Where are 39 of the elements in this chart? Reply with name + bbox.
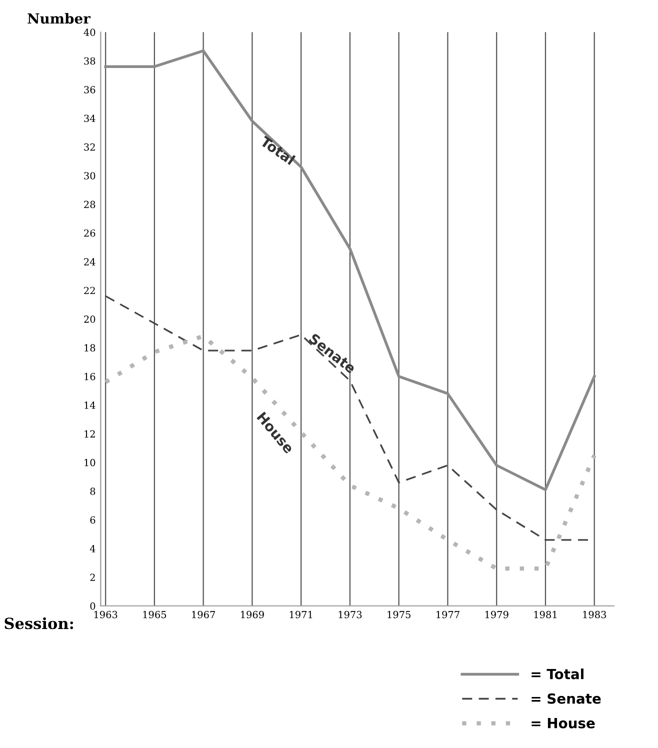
y-tick-label: 18: [84, 344, 96, 352]
y-tick-label: 14: [84, 402, 96, 409]
y-tick-label: 24: [84, 258, 96, 266]
y-tick-label: 20: [84, 316, 96, 323]
x-tick-label: 1963: [94, 610, 118, 618]
y-tick-label: 10: [84, 458, 96, 466]
y-tick-label: 0: [90, 602, 96, 610]
y-tick-label: 22: [84, 286, 95, 294]
line-series: [104, 49, 596, 492]
y-tick-label: 4: [90, 544, 96, 552]
y-tick-label: 30: [84, 172, 96, 180]
y-tick-label: 12: [84, 430, 95, 438]
y-tick-label: 36: [84, 86, 96, 94]
x-tick-label: 1979: [485, 610, 508, 618]
legend-label: = Total: [532, 668, 584, 680]
y-tick-label: 38: [84, 57, 96, 65]
y-tick-label: 40: [84, 28, 96, 36]
x-tick-label: 1977: [436, 610, 460, 618]
y-tick-label: 16: [84, 372, 96, 380]
y-tick-label: 28: [84, 200, 96, 208]
line-series: [103, 334, 596, 571]
x-tick-label: 1981: [534, 610, 556, 618]
y-tick-label: 6: [90, 516, 96, 524]
x-tick-label: 1975: [388, 610, 410, 618]
y-tick-label: 34: [84, 114, 96, 122]
x-tick-label: 1967: [192, 610, 215, 618]
x-tick-label: 1969: [241, 610, 264, 618]
x-tick-label: 1965: [143, 610, 166, 618]
y-tick-label: 32: [84, 143, 95, 151]
y-axis-title: Number: [28, 12, 91, 24]
x-tick-label: 1983: [583, 610, 606, 618]
legend-label: = Senate: [532, 693, 601, 704]
y-tick-label: 26: [84, 229, 96, 237]
x-axis-title: Session:: [4, 617, 74, 630]
x-tick-label: 1971: [290, 610, 312, 618]
legend-label: = House: [532, 718, 595, 728]
y-tick-label: 2: [90, 574, 95, 581]
x-tick-label: 1973: [338, 610, 362, 618]
y-tick-label: 8: [90, 488, 96, 495]
